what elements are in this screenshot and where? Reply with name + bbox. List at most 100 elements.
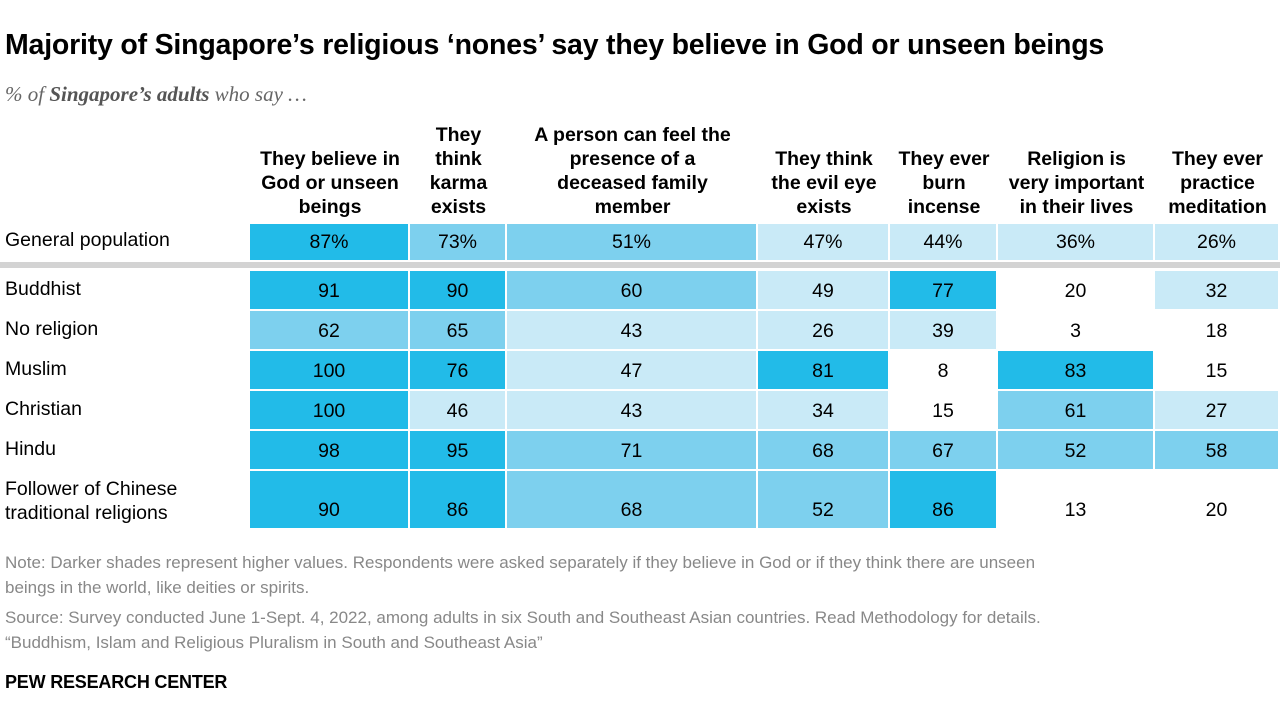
column-header: A person can feel the presence of a deceas… bbox=[507, 123, 758, 219]
footnote-line: Note: Darker shades represent higher val… bbox=[5, 553, 1036, 572]
column-header-line: practice bbox=[1180, 172, 1255, 194]
table-cell: 34 bbox=[758, 391, 888, 429]
row-label-line: No religion bbox=[5, 318, 99, 340]
table-cell: 90 bbox=[410, 271, 505, 309]
subtitle-bold: Singapore’s adults bbox=[49, 82, 210, 106]
table-cell: 61 bbox=[998, 391, 1153, 429]
table-cell: 47 bbox=[507, 351, 756, 389]
table-cell: 86 bbox=[410, 471, 505, 528]
table-cell: 26 bbox=[758, 311, 888, 349]
column-header-line: They bbox=[435, 124, 482, 146]
table-cell: 39 bbox=[890, 311, 996, 349]
table-cell: 36% bbox=[998, 224, 1153, 260]
column-header-line: They think bbox=[775, 148, 873, 170]
table-cell: 52 bbox=[998, 431, 1153, 469]
table-cell: 52 bbox=[758, 471, 888, 528]
table-cell: 15 bbox=[890, 391, 996, 429]
table-cell: 27 bbox=[1155, 391, 1278, 429]
column-header: They ever burn incense bbox=[890, 147, 998, 219]
row-label-general-population: General population bbox=[5, 229, 170, 251]
column-header-line: think bbox=[435, 148, 482, 170]
footnote-line: “Buddhism, Islam and Religious Pluralism… bbox=[5, 633, 543, 652]
table-cell: 68 bbox=[758, 431, 888, 469]
table-cell: 13 bbox=[998, 471, 1153, 528]
table-cell: 47% bbox=[758, 224, 888, 260]
column-header: Religion is very important in their lives bbox=[998, 147, 1155, 219]
row-label: No religion bbox=[5, 317, 98, 341]
subtitle-prefix: % of bbox=[5, 82, 50, 106]
table-cell: 73% bbox=[410, 224, 505, 260]
table-cell: 83 bbox=[998, 351, 1153, 389]
table-cell: 68 bbox=[507, 471, 756, 528]
column-header: They believe in God or unseen beings bbox=[250, 147, 410, 219]
table-cell: 86 bbox=[890, 471, 996, 528]
table-cell: 100 bbox=[250, 391, 408, 429]
table-cell: 3 bbox=[998, 311, 1153, 349]
table-divider bbox=[0, 262, 1280, 268]
chart-title: Majority of Singapore’s religious ‘nones… bbox=[5, 29, 1105, 61]
column-header: They think karma exists bbox=[410, 123, 507, 219]
table-cell: 81 bbox=[758, 351, 888, 389]
table-cell: 20 bbox=[998, 271, 1153, 309]
table-cell: 20 bbox=[1155, 471, 1278, 528]
pew-logo-text: PEW RESEARCH CENTER bbox=[5, 672, 228, 692]
row-label: Christian bbox=[5, 397, 82, 421]
column-header-line: meditation bbox=[1168, 196, 1267, 218]
column-header-line: A person can feel the bbox=[534, 124, 731, 146]
table-cell: 76 bbox=[410, 351, 505, 389]
column-header-line: beings bbox=[298, 196, 362, 218]
column-header-line: They ever bbox=[898, 148, 990, 170]
table-cell: 87% bbox=[250, 224, 408, 260]
table-cell: 15 bbox=[1155, 351, 1278, 389]
column-header-line: exists bbox=[796, 196, 852, 218]
table-cell: 71 bbox=[507, 431, 756, 469]
column-header: They think the evil eye exists bbox=[758, 147, 890, 219]
table-cell: 90 bbox=[250, 471, 408, 528]
table-cell: 44% bbox=[890, 224, 996, 260]
column-header-line: the evil eye bbox=[771, 172, 877, 194]
table-cell: 77 bbox=[890, 271, 996, 309]
table-cell: 8 bbox=[890, 351, 996, 389]
column-header-line: They ever bbox=[1171, 148, 1264, 170]
column-header-line: exists bbox=[430, 196, 487, 218]
column-header-line: God or unseen bbox=[261, 172, 399, 194]
row-label-line: Hindu bbox=[5, 438, 56, 460]
column-header-line: in their lives bbox=[1019, 196, 1134, 218]
column-header: They ever practice meditation bbox=[1155, 147, 1280, 219]
table-cell: 60 bbox=[507, 271, 756, 309]
table-cell: 46 bbox=[410, 391, 505, 429]
row-label-line: Follower of Chinese bbox=[5, 478, 178, 500]
column-header-line: burn bbox=[922, 172, 966, 194]
table-cell: 32 bbox=[1155, 271, 1278, 309]
row-label: Buddhist bbox=[5, 277, 81, 301]
table-cell: 67 bbox=[890, 431, 996, 469]
table-cell: 62 bbox=[250, 311, 408, 349]
row-label-line: Christian bbox=[5, 398, 82, 420]
row-label: Hindu bbox=[5, 437, 56, 461]
table-cell: 26% bbox=[1155, 224, 1278, 260]
column-header-line: karma bbox=[429, 172, 488, 194]
column-header-line: deceased family bbox=[557, 172, 708, 194]
table-cell: 43 bbox=[507, 311, 756, 349]
table-cell: 49 bbox=[758, 271, 888, 309]
table-cell: 43 bbox=[507, 391, 756, 429]
column-header-line: incense bbox=[907, 196, 981, 218]
table-cell: 58 bbox=[1155, 431, 1278, 469]
column-header-line: They believe in bbox=[260, 148, 400, 170]
footnote-line: Source: Survey conducted June 1-Sept. 4,… bbox=[5, 608, 1041, 627]
subtitle-suffix: who say … bbox=[209, 82, 307, 106]
chart-subtitle: % of Singapore’s adults who say … bbox=[5, 82, 307, 107]
table-cell: 95 bbox=[410, 431, 505, 469]
table-cell: 18 bbox=[1155, 311, 1278, 349]
column-header-line: very important bbox=[1008, 172, 1145, 194]
table-cell: 100 bbox=[250, 351, 408, 389]
column-header-line: member bbox=[594, 196, 671, 218]
row-label-line: traditional religions bbox=[5, 502, 168, 524]
table-cell: 65 bbox=[410, 311, 505, 349]
column-header-line: Religion is bbox=[1027, 148, 1126, 170]
footnote-line: beings in the world, like deities or spi… bbox=[5, 578, 310, 597]
table-cell: 98 bbox=[250, 431, 408, 469]
row-label: Muslim bbox=[5, 357, 67, 381]
row-label-line: Muslim bbox=[5, 358, 67, 380]
